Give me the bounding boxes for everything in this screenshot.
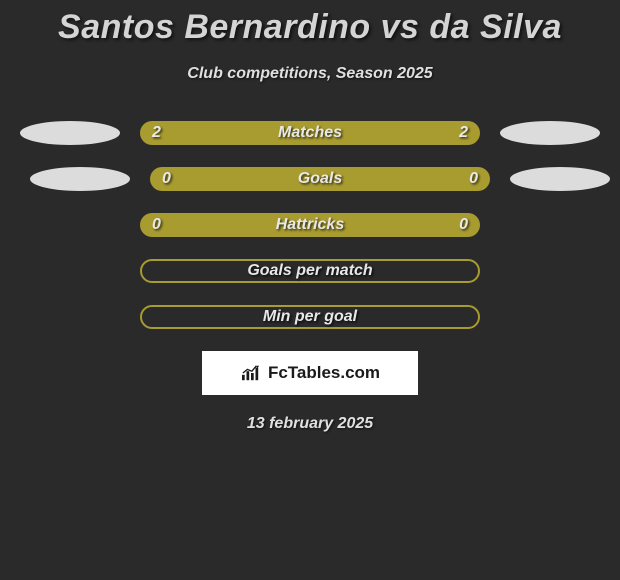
stat-rows: 2 Matches 2 0 Goals 0 0 Hattricks 0 Goals per mat… — [0, 121, 620, 329]
stat-row: 2 Matches 2 — [0, 121, 620, 145]
spacer — [20, 259, 120, 283]
stat-row: Goals per match — [0, 259, 620, 283]
stat-value-right: 2 — [459, 124, 468, 142]
stat-label: Hattricks — [276, 216, 344, 234]
stat-row: Min per goal — [0, 305, 620, 329]
spacer — [500, 259, 600, 283]
stat-bar: Min per goal — [140, 305, 480, 329]
page-subtitle: Club competitions, Season 2025 — [0, 65, 620, 83]
spacer — [500, 305, 600, 329]
stat-bar: 2 Matches 2 — [140, 121, 480, 145]
stat-label: Matches — [278, 124, 342, 142]
stat-value-right: 0 — [469, 170, 478, 188]
spacer — [20, 213, 120, 237]
stat-label: Goals per match — [247, 262, 372, 280]
logo-box: FcTables.com — [202, 351, 418, 395]
player-left-marker — [20, 121, 120, 145]
stat-label: Min per goal — [263, 308, 357, 326]
stat-value-left: 0 — [152, 216, 161, 234]
stat-label: Goals — [298, 170, 342, 188]
spacer — [20, 305, 120, 329]
date-text: 13 february 2025 — [0, 415, 620, 433]
stat-value-left: 2 — [152, 124, 161, 142]
page-title: Santos Bernardino vs da Silva — [0, 8, 620, 47]
stat-row: 0 Hattricks 0 — [0, 213, 620, 237]
comparison-infographic: Santos Bernardino vs da Silva Club compe… — [0, 0, 620, 433]
logo-text: FcTables.com — [268, 363, 380, 383]
stat-bar: 0 Hattricks 0 — [140, 213, 480, 237]
player-right-marker — [500, 121, 600, 145]
stat-bar: Goals per match — [140, 259, 480, 283]
player-right-marker — [510, 167, 610, 191]
stat-value-right: 0 — [459, 216, 468, 234]
spacer — [500, 213, 600, 237]
stat-row: 0 Goals 0 — [0, 167, 620, 191]
player-left-marker — [30, 167, 130, 191]
stat-value-left: 0 — [162, 170, 171, 188]
chart-icon — [240, 364, 262, 382]
stat-bar: 0 Goals 0 — [150, 167, 490, 191]
